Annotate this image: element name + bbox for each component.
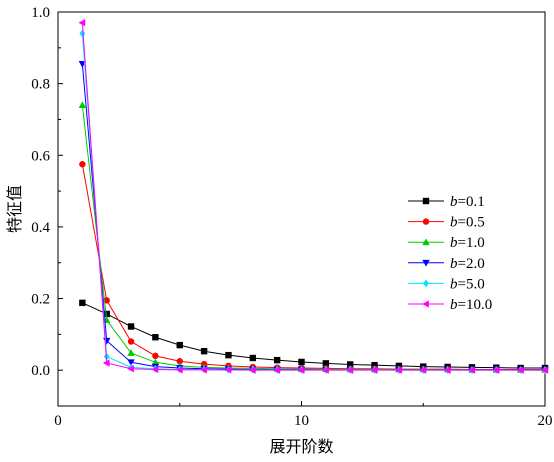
legend-label: b=1.0	[450, 235, 485, 251]
y-tick-label: 0.6	[31, 148, 50, 164]
legend-item: b=0.1	[408, 194, 485, 210]
legend-label-var: b	[450, 276, 458, 292]
legend-item: b=2.0	[408, 256, 485, 272]
data-point	[200, 347, 208, 355]
data-point	[395, 366, 402, 374]
data-point	[152, 352, 159, 360]
legend-label: b=2.0	[450, 256, 485, 272]
legend-item: b=1.0	[408, 235, 485, 251]
data-point	[151, 358, 160, 366]
data-point	[176, 341, 183, 349]
data-point	[127, 359, 135, 367]
legend-label-var: b	[450, 215, 458, 231]
data-point	[516, 366, 524, 374]
legend-marker	[423, 279, 429, 288]
y-tick-label: 1.0	[31, 5, 50, 21]
x-tick-label: 0	[54, 413, 62, 429]
plot-area	[57, 11, 549, 407]
x-tick-label: 10	[294, 413, 309, 429]
y-tick-label: 0.0	[31, 363, 50, 379]
legend-item: b=0.5	[408, 215, 485, 231]
data-point	[273, 366, 281, 374]
legend-label: b=0.1	[450, 194, 485, 210]
data-point	[419, 366, 427, 374]
data-point	[176, 358, 183, 365]
data-point	[225, 351, 232, 359]
legend-marker	[422, 197, 430, 205]
y-tick-label: 0.8	[31, 77, 50, 93]
x-axis-title: 展开阶数	[269, 438, 333, 456]
data-point	[322, 360, 330, 367]
data-point	[273, 356, 281, 364]
legend-label-var: b	[450, 235, 458, 251]
data-point	[200, 366, 207, 374]
legend-label: b=10.0	[450, 297, 492, 313]
data-point	[152, 334, 159, 341]
legend-label-var: b	[450, 297, 458, 313]
data-point	[79, 299, 86, 307]
data-point	[248, 366, 256, 374]
legend-label: b=0.5	[450, 215, 485, 231]
legend-label-value: =0.1	[458, 194, 485, 210]
data-point	[127, 365, 134, 373]
legend-label-value: =1.0	[458, 235, 485, 251]
data-point	[127, 338, 135, 345]
legend-marker	[422, 259, 430, 267]
data-point	[443, 366, 451, 374]
legend-label: b=5.0	[450, 276, 485, 292]
data-point	[151, 365, 159, 374]
series-layer	[78, 19, 549, 375]
legend-label-value: =0.5	[458, 215, 485, 231]
data-point	[249, 354, 256, 362]
legend: b=0.1b=0.5b=1.0b=2.0b=5.0b=10.0	[408, 194, 492, 313]
y-tick-label: 0.4	[31, 220, 50, 236]
data-point	[78, 101, 87, 109]
data-point	[102, 359, 110, 367]
data-point	[79, 29, 86, 38]
legend-marker	[422, 238, 430, 246]
data-point	[468, 366, 475, 374]
data-point	[370, 366, 378, 374]
data-point	[347, 361, 354, 368]
data-point	[297, 366, 305, 374]
data-point	[175, 366, 183, 374]
data-point	[492, 366, 500, 374]
legend-label-value: =2.0	[458, 256, 485, 272]
series-line	[81, 22, 545, 371]
legend-marker	[422, 218, 430, 225]
series-line	[82, 302, 545, 369]
y-axis-title: 特征值	[6, 185, 24, 233]
legend-label-var: b	[450, 256, 458, 272]
y-axis: 0.0 0.2 0.4 0.6 0.8 1.0	[31, 5, 63, 379]
data-point	[103, 310, 110, 318]
legend-label-value: =5.0	[458, 276, 485, 292]
data-point	[224, 366, 232, 374]
legend-label-var: b	[450, 194, 458, 210]
x-axis: 0 10 20	[54, 401, 553, 429]
legend-marker	[422, 300, 429, 308]
legend-item: b=10.0	[408, 297, 492, 313]
y-tick-label: 0.2	[31, 292, 50, 308]
data-point	[346, 366, 354, 374]
data-point	[322, 366, 329, 374]
data-point	[127, 323, 135, 330]
data-point	[78, 19, 86, 27]
series-6	[78, 19, 548, 374]
legend-label-value: =10.0	[458, 297, 493, 313]
x-tick-label: 20	[538, 413, 553, 429]
data-point	[127, 349, 135, 356]
data-point	[541, 366, 548, 374]
legend-item: b=5.0	[408, 276, 485, 292]
data-point	[298, 358, 305, 366]
data-point	[79, 161, 86, 168]
data-point	[371, 361, 378, 369]
